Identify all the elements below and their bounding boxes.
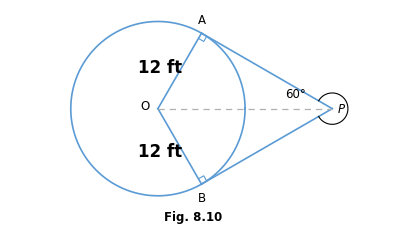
Text: P: P [337,103,345,116]
Text: 12 ft: 12 ft [139,142,183,160]
Text: B: B [197,191,206,204]
Text: 60°: 60° [285,88,306,101]
Text: A: A [197,14,206,27]
Text: Fig. 8.10: Fig. 8.10 [164,210,222,223]
Text: O: O [141,99,150,112]
Text: 12 ft: 12 ft [139,58,183,76]
